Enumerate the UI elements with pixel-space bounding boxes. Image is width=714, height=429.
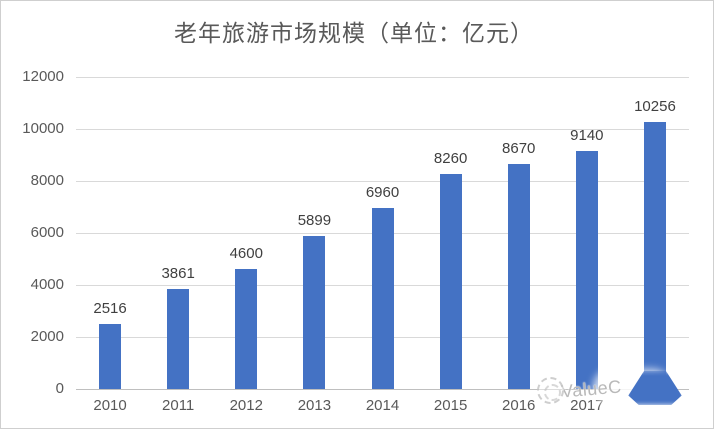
bar	[507, 164, 530, 389]
gridline	[76, 76, 689, 78]
gridline	[76, 180, 689, 182]
x-tick-label: 2015	[433, 397, 468, 414]
y-tick-label: 6000	[30, 224, 64, 241]
bar	[439, 174, 462, 389]
bar-value-label: 6960	[365, 184, 400, 201]
plot-area: 0 2000 4000 6000 8000 10000 12000 2516 2010 3861 2…	[22, 68, 689, 414]
bar-value-label: 10256	[634, 98, 676, 115]
x-tick-label: 2014	[365, 397, 400, 414]
bar-value-label: 4600	[229, 245, 263, 262]
gridline	[76, 128, 689, 130]
bar-value-label: 5899	[297, 212, 332, 229]
bar	[575, 151, 598, 389]
x-tick-label: 2012	[229, 397, 263, 414]
bar	[235, 269, 258, 389]
bar	[643, 122, 666, 389]
y-tick-label: 12000	[22, 68, 64, 85]
bar	[99, 324, 122, 389]
y-tick-label: 2000	[30, 328, 64, 345]
gridline	[76, 388, 689, 390]
y-tick-label: 0	[55, 380, 64, 397]
bar-value-label: 3861	[161, 265, 195, 282]
chart-title: 老年旅游市场规模（单位：亿元）	[174, 20, 534, 46]
y-tick-label: 4000	[30, 276, 64, 293]
bar-value-label: 8260	[433, 150, 468, 167]
bar	[371, 208, 394, 389]
x-tick-label: 2011	[162, 397, 195, 414]
x-tick-label: 2017	[570, 397, 604, 414]
bar	[303, 236, 326, 389]
y-tick-label: 8000	[30, 172, 64, 189]
x-tick-label: 2010	[93, 397, 127, 414]
bar-value-label: 9140	[570, 127, 604, 144]
x-tick-label: 2013	[297, 397, 332, 414]
x-tick-label: 2016	[502, 397, 536, 414]
bar	[167, 289, 190, 389]
bar-value-label: 8670	[502, 140, 536, 157]
bar-value-label: 2516	[93, 300, 127, 317]
watermark-logo-icon	[537, 377, 564, 404]
y-tick-label: 10000	[22, 120, 64, 137]
